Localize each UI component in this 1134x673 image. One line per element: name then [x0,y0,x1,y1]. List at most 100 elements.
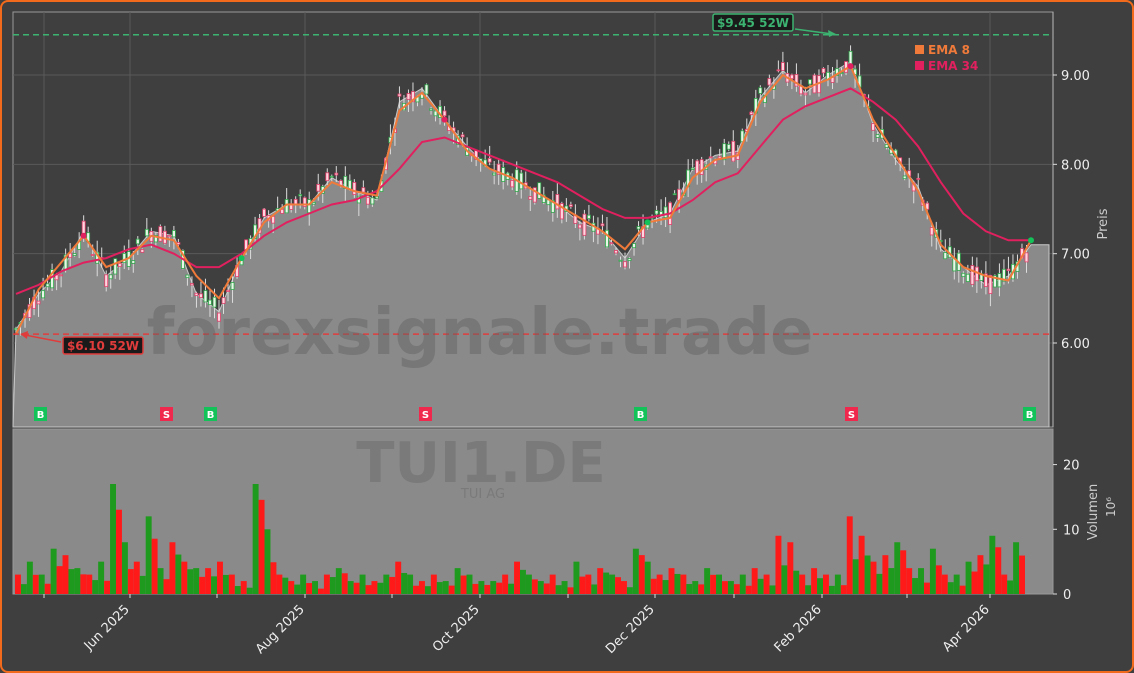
badge-text: B [207,410,215,421]
candle-down [614,250,618,254]
volume-bar [912,578,919,594]
volume-bar [318,588,324,594]
candle-up [122,252,127,264]
volume-bar [894,542,901,594]
volume-bar [347,581,354,594]
volume-bar [26,561,33,594]
volume-bar [258,499,265,594]
volume-bar [823,574,829,594]
volume-bar [508,583,515,594]
candle-down [199,293,203,298]
candle-up [171,230,176,238]
volume-bar [906,568,913,594]
candle-down [487,157,492,163]
candle-down [929,227,934,236]
volume-bar [983,564,990,594]
x-axis: Jun 2025 Aug 2025 Oct 2025 Dec 2025 Feb 2026… [43,594,993,657]
candle-down [555,194,560,210]
candle-down [194,292,199,297]
volume-bar [80,574,87,594]
volume-bar [929,548,936,594]
volume-bar [918,568,924,594]
volume-bar [561,581,568,594]
volume-unit-label: 10⁶ [1104,497,1118,517]
candle-down [568,204,573,207]
candle-up [722,143,727,161]
volume-bar [828,585,835,594]
candle-down [262,208,267,217]
volume-bar [252,484,259,594]
tick-label: 8.00 [1061,158,1090,173]
tick-label: 6.00 [1061,337,1090,352]
volume-bar [520,569,526,594]
candle-down [510,180,515,188]
candle-down [983,273,988,287]
volume-bars [15,484,1025,594]
volume-bar [306,583,313,594]
candle-up [374,196,379,199]
volume-bar [953,574,960,594]
volume-bar [20,584,27,594]
candle-down [36,300,41,305]
candle-up [72,253,77,256]
volume-bar [876,573,883,594]
candle-down [104,274,109,288]
candle-down [844,61,848,73]
volume-bar [656,574,663,594]
candle-up [884,144,889,148]
candle-up [41,290,45,299]
volume-bar [371,581,378,594]
volume-bar [632,548,639,594]
candle-up [997,273,1002,288]
label-text: $9.45 52W [717,16,789,30]
volume-bar [1007,580,1014,594]
candle-up [492,172,497,176]
candle-down [90,254,95,256]
volume-bar [460,575,467,594]
candle-up [961,272,966,278]
badge-box [34,407,47,421]
candle-down [352,182,357,196]
volume-bar [92,580,99,594]
volume-bar [472,583,479,594]
volume-bar [793,570,800,594]
volume-bar [323,574,330,594]
volume-bar [543,583,550,594]
candle-down [708,156,713,159]
candle-up [627,258,632,261]
tick-label: 0 [1063,588,1071,603]
volume-bar [615,577,621,594]
volume-bar [1019,555,1025,594]
candle-up [632,243,636,249]
volume-bar [727,581,734,594]
volume-bar [1013,542,1020,594]
candle-up [537,182,542,199]
candle-up [311,202,316,205]
volume-bar [335,568,342,594]
volume-bar [395,561,402,594]
volume-bar [989,535,996,594]
badge-text: S [163,410,170,421]
volume-bar [359,574,366,594]
ema-cross-marker [644,219,651,226]
candle-up [690,167,695,170]
volume-bar [763,574,770,594]
x-tick-label: Dec 2025 [603,602,658,657]
legend-label: EMA 34 [928,59,978,73]
candle-down [582,213,587,236]
candle-down [790,74,794,80]
candle-down [767,78,772,86]
volume-bar [145,516,152,594]
candle-up [153,235,158,243]
volume-axis: 0 10 20 Volumen 10⁶ [1053,459,1118,603]
candle-down [406,93,411,100]
volume-bar [965,561,972,594]
badge-box [845,407,858,421]
candle-up [654,210,659,215]
volume-bar [591,584,598,594]
candle-up [203,290,208,303]
candle-up [14,327,18,331]
volume-bar [282,577,289,594]
volume-bar [401,572,408,594]
volume-bar [341,573,348,594]
